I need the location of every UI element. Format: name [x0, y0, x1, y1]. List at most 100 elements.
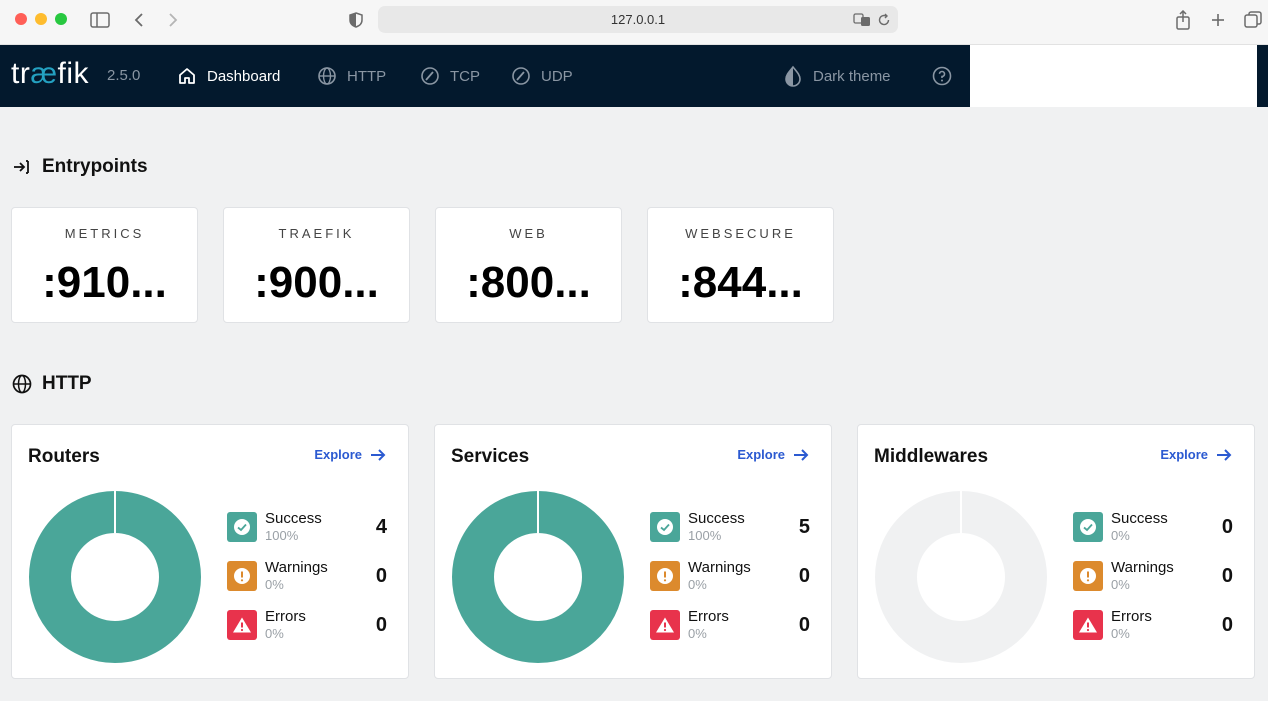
shield-icon[interactable]	[347, 8, 365, 32]
nav-dashboard[interactable]: Dashboard	[177, 64, 280, 88]
forward-icon[interactable]	[165, 8, 181, 32]
nav-tcp[interactable]: TCP	[420, 64, 480, 88]
card-title: Routers	[28, 446, 100, 467]
stat-percent: 0%	[1111, 626, 1130, 641]
stat-errors: Errors 0% 0	[650, 608, 810, 642]
entrypoints-heading: Entrypoints	[12, 156, 148, 178]
stat-count: 0	[375, 565, 387, 587]
entrypoint-name: TRAEFIK	[278, 226, 355, 241]
home-icon	[179, 68, 195, 84]
app-navbar	[0, 45, 970, 107]
tab-overview-icon[interactable]	[1243, 8, 1263, 32]
entrypoint-card-websecure[interactable]: WEBSECURE :844...	[647, 207, 834, 323]
nav-http[interactable]: HTTP	[317, 64, 386, 88]
stat-label: Warnings	[688, 559, 751, 576]
navbar-edge	[1257, 45, 1268, 107]
entrypoint-card-traefik[interactable]: TRAEFIK :900...	[223, 207, 410, 323]
entrypoint-port: :800...	[466, 258, 591, 307]
status-donut-chart	[875, 491, 1047, 663]
minimize-window-button[interactable]	[35, 13, 47, 25]
card-title: Middlewares	[874, 446, 989, 467]
traefik-logo[interactable]: træfik	[11, 57, 90, 90]
translate-icon[interactable]	[852, 8, 872, 32]
entrypoint-name: METRICS	[64, 226, 145, 241]
navbar-blank-area	[970, 45, 1257, 107]
help-icon	[932, 66, 952, 86]
routers-card: Routers Explore Success 100% 4 Warnings …	[11, 424, 409, 679]
stat-percent: 100%	[265, 528, 299, 543]
entrypoint-port: :900...	[254, 258, 379, 307]
alert-triangle-icon	[650, 610, 680, 640]
explore-label: Explore	[737, 447, 785, 462]
dark-theme-label: Dark theme	[813, 67, 891, 85]
alert-triangle-icon	[1073, 610, 1103, 640]
stat-success: Success 100% 4	[227, 510, 387, 544]
check-icon	[227, 512, 257, 542]
globe-icon	[12, 374, 32, 394]
warning-icon	[227, 561, 257, 591]
close-window-button[interactable]	[15, 13, 27, 25]
nav-tcp-label: TCP	[450, 67, 480, 85]
check-icon	[650, 512, 680, 542]
stat-warnings: Warnings 0% 0	[1073, 559, 1233, 593]
share-icon[interactable]	[1174, 8, 1192, 32]
stat-success: Success 100% 5	[650, 510, 810, 544]
nav-http-label: HTTP	[347, 67, 387, 85]
version-label: 2.5.0	[107, 67, 141, 84]
explore-label: Explore	[314, 447, 362, 462]
http-title: HTTP	[42, 373, 92, 394]
stat-errors: Errors 0% 0	[1073, 608, 1233, 642]
entry-arrow-icon	[14, 160, 29, 174]
stat-count: 4	[375, 516, 387, 538]
explore-label: Explore	[1160, 447, 1208, 462]
droplet-icon	[785, 65, 801, 87]
stat-percent: 0%	[688, 626, 707, 641]
explore-link[interactable]: Explore	[1160, 447, 1232, 462]
arrow-right-icon	[1217, 448, 1232, 461]
stat-count: 0	[798, 614, 810, 636]
alert-triangle-icon	[227, 610, 257, 640]
globe-icon	[318, 67, 336, 85]
stat-label: Errors	[1111, 608, 1152, 625]
stat-percent: 0%	[265, 626, 284, 641]
explore-link[interactable]: Explore	[314, 447, 386, 462]
stat-label: Warnings	[1111, 559, 1174, 576]
help-button[interactable]	[932, 64, 952, 88]
stat-success: Success 0% 0	[1073, 510, 1233, 544]
stat-percent: 0%	[265, 577, 284, 592]
entrypoint-card-metrics[interactable]: METRICS :910...	[11, 207, 198, 323]
middlewares-card: Middlewares Explore Success 0% 0 Warning…	[857, 424, 1255, 679]
arrow-right-icon	[371, 448, 386, 461]
stat-count: 0	[375, 614, 387, 636]
check-icon	[1073, 512, 1103, 542]
entrypoint-name: WEB	[509, 226, 548, 241]
stat-count: 0	[1221, 516, 1233, 538]
entrypoint-port: :844...	[678, 258, 803, 307]
stat-label: Success	[1111, 510, 1168, 527]
sidebar-toggle-icon[interactable]	[89, 8, 111, 32]
http-heading: HTTP	[12, 373, 92, 395]
explore-link[interactable]: Explore	[737, 447, 809, 462]
speedometer-icon	[421, 67, 439, 85]
stat-warnings: Warnings 0% 0	[650, 559, 810, 593]
stat-percent: 100%	[688, 528, 722, 543]
entrypoint-port: :910...	[42, 258, 167, 307]
stat-count: 0	[1221, 614, 1233, 636]
stat-count: 0	[1221, 565, 1233, 587]
dark-theme-toggle[interactable]: Dark theme	[783, 64, 891, 88]
stat-label: Errors	[688, 608, 729, 625]
stat-count: 5	[798, 516, 810, 538]
address-bar[interactable]: 127.0.0.1	[378, 6, 898, 33]
stat-label: Success	[265, 510, 322, 527]
back-icon[interactable]	[131, 8, 147, 32]
browser-toolbar: 127.0.0.1	[0, 0, 1268, 45]
stat-percent: 0%	[1111, 528, 1130, 543]
zoom-window-button[interactable]	[55, 13, 67, 25]
nav-udp[interactable]: UDP	[511, 64, 573, 88]
stat-count: 0	[798, 565, 810, 587]
stat-label: Success	[688, 510, 745, 527]
reload-icon[interactable]	[876, 8, 892, 32]
entrypoint-card-web[interactable]: WEB :800...	[435, 207, 622, 323]
new-tab-icon[interactable]	[1209, 8, 1227, 32]
card-title: Services	[451, 446, 530, 467]
